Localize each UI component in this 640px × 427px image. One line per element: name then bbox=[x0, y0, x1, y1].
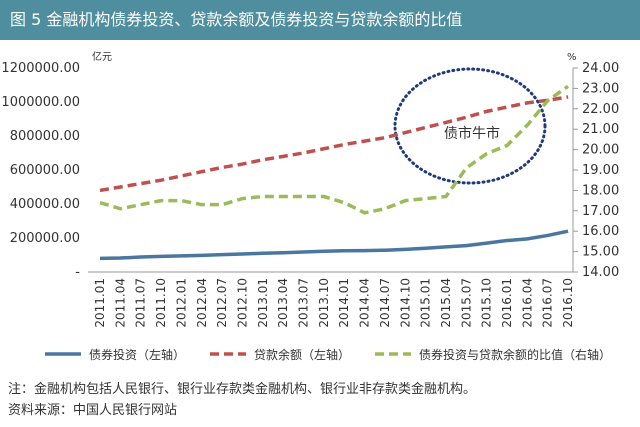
x-tick-label: 2015.04 bbox=[439, 278, 453, 328]
x-tick-label: 2014.10 bbox=[398, 278, 412, 328]
x-tick-label: 2013.04 bbox=[276, 278, 290, 328]
x-tick-label: 2016.04 bbox=[520, 278, 534, 328]
x-tick-label: 2011.04 bbox=[113, 278, 127, 328]
y2-tick-label: 19.00 bbox=[582, 163, 619, 178]
y-tick-label: 400000.00 bbox=[10, 197, 80, 212]
x-tick-label: 2014.07 bbox=[378, 278, 392, 328]
chart-title: 图 5 金融机构债券投资、贷款余额及债券投资与贷款余额的比值 bbox=[10, 10, 462, 29]
y2-tick-label: 22.00 bbox=[582, 102, 619, 117]
y-unit: 亿元 bbox=[92, 50, 112, 63]
y-tick-label: 1000000.00 bbox=[1, 95, 80, 110]
y2-tick-label: 14.00 bbox=[582, 265, 619, 280]
x-tick-label: 2015.01 bbox=[419, 278, 433, 328]
x-tick-label: 2012.01 bbox=[174, 278, 188, 328]
legend-label: 贷款余额（左轴） bbox=[254, 347, 350, 362]
annotation: 债市牛市 bbox=[444, 125, 500, 142]
x-tick-label: 2011.07 bbox=[134, 278, 148, 328]
y2-tick-label: 16.00 bbox=[582, 224, 619, 239]
y2-tick-label: 23.00 bbox=[582, 81, 619, 96]
x-tick-label: 2013.07 bbox=[297, 278, 311, 328]
annotation-ellipse bbox=[393, 67, 547, 185]
y2-tick-label: 18.00 bbox=[582, 183, 619, 198]
x-tick-label: 2012.07 bbox=[215, 278, 229, 328]
y2-tick-label: 24.00 bbox=[582, 61, 619, 76]
y-tick-label: - bbox=[75, 265, 80, 280]
x-tick-label: 2014.04 bbox=[358, 278, 372, 328]
x-tick-label: 2012.04 bbox=[195, 278, 209, 328]
y2-unit: % bbox=[567, 52, 577, 63]
y2-tick-label: 21.00 bbox=[582, 122, 619, 137]
y-tick-label: 1200000.00 bbox=[1, 61, 80, 76]
x-tick-label: 2013.10 bbox=[317, 278, 331, 328]
y2-tick-label: 20.00 bbox=[582, 143, 619, 158]
y2-tick-label: 17.00 bbox=[582, 204, 619, 219]
y-tick-label: 800000.00 bbox=[10, 129, 80, 144]
x-tick-label: 2012.10 bbox=[235, 278, 249, 328]
legend-label: 债券投资与贷款余额的比值（右轴） bbox=[419, 347, 611, 362]
title-bar bbox=[0, 0, 640, 40]
x-tick-label: 2016.07 bbox=[541, 278, 555, 328]
note: 资料来源：中国人民银行网站 bbox=[8, 403, 177, 418]
series-line bbox=[99, 95, 569, 193]
x-tick-label: 2016.01 bbox=[500, 278, 514, 328]
x-tick-label: 2015.07 bbox=[459, 278, 473, 328]
x-tick-label: 2015.10 bbox=[480, 278, 494, 328]
y-tick-label: 200000.00 bbox=[10, 231, 80, 246]
note: 注：金融机构包括人民银行、银行业存款类金融机构、银行业非存款类金融机构。 bbox=[8, 381, 476, 397]
y2-tick-label: 15.00 bbox=[582, 245, 619, 260]
x-tick-label: 2016.10 bbox=[561, 278, 575, 328]
series-line bbox=[99, 229, 569, 261]
x-tick-label: 2013.01 bbox=[256, 278, 270, 328]
x-tick-label: 2011.10 bbox=[154, 278, 168, 328]
x-tick-label: 2011.01 bbox=[93, 278, 107, 328]
y-tick-label: 600000.00 bbox=[10, 163, 80, 178]
series-line bbox=[99, 84, 570, 215]
legend-label: 债券投资（左轴） bbox=[89, 347, 185, 362]
x-tick-label: 2014.01 bbox=[337, 278, 351, 328]
